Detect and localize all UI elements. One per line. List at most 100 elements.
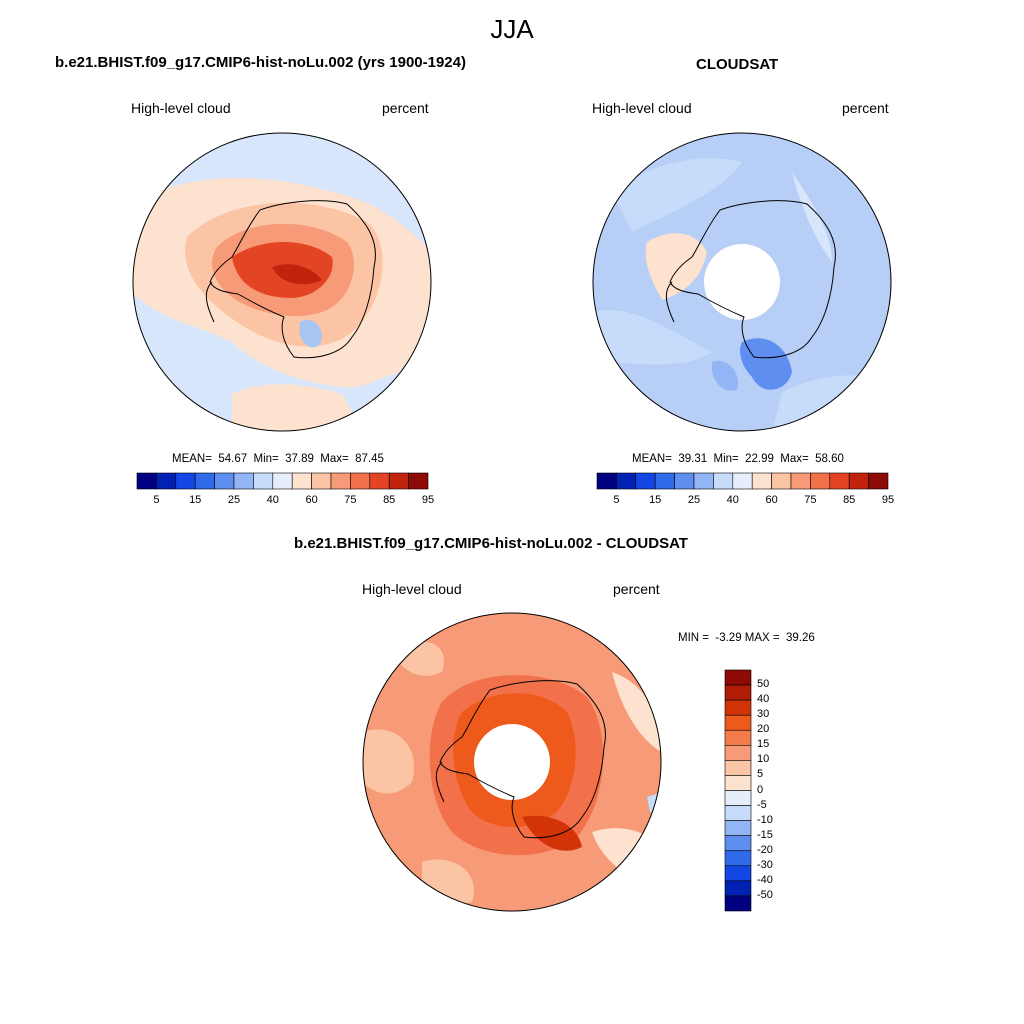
obs-colorbar-box <box>732 472 753 490</box>
obs-region-25 <box>740 338 792 390</box>
obs-region-40b <box>593 310 712 365</box>
diff-colorbar-box <box>724 669 752 686</box>
model-colorbar-tick-label: 15 <box>189 494 202 506</box>
diff-map-border <box>362 612 662 912</box>
obs-colorbar-box <box>790 472 811 490</box>
diff-region-10b <box>363 729 414 794</box>
obs-colorbar-box <box>654 472 675 490</box>
obs-colorbar-tick-label: 5 <box>613 494 620 506</box>
model-colorbar-tick-label: 75 <box>344 494 357 506</box>
obs-colorbar <box>596 472 889 490</box>
diff-colorbar-tick-label: -20 <box>757 843 773 856</box>
obs-colorbar-tick-label: 25 <box>687 494 701 506</box>
obs-colorbar-box <box>771 472 792 490</box>
obs-colorbar-tick-label: 15 <box>649 494 662 506</box>
diff-colorbar-tick-label: 40 <box>757 693 770 706</box>
obs-polar-map <box>592 132 892 432</box>
obs-colorbar-tick-label: 60 <box>765 494 778 506</box>
model-colorbar-box <box>350 472 371 490</box>
diff-units-label: percent <box>613 581 660 597</box>
diff-colorbar-box <box>724 729 752 746</box>
diff-missing-data-hole <box>474 724 550 800</box>
diff-colorbar-tick-label: -5 <box>757 798 767 811</box>
model-colorbar-box <box>233 472 254 490</box>
model-map-border <box>132 132 432 432</box>
diff-colorbar-box <box>724 820 752 836</box>
diff-colorbar-tick-label: 0 <box>757 783 764 796</box>
model-stats: MEAN= 54.67 Min= 37.89 Max= 87.45 <box>172 453 384 465</box>
model-units-label: percent <box>382 100 429 116</box>
obs-colorbar-box <box>713 472 734 490</box>
obs-missing-data-hole <box>704 244 780 320</box>
obs-peninsula-coastline <box>665 281 675 323</box>
obs-panel-title: CLOUDSAT <box>696 56 779 73</box>
diff-colorbar-box <box>724 714 752 731</box>
diff-antarctica-coastline <box>439 680 606 839</box>
diff-colorbar <box>724 669 752 912</box>
diff-colorbar-box <box>724 865 752 882</box>
diff-colorbar-tick-label: 20 <box>757 723 770 736</box>
model-variable-label: High-level cloud <box>131 100 231 116</box>
model-colorbar-box <box>194 472 215 490</box>
obs-colorbar-tick-label: 85 <box>843 494 856 506</box>
model-colorbar-box <box>408 472 429 490</box>
diff-colorbar-box <box>724 790 752 806</box>
obs-region-60 <box>645 233 707 300</box>
diff-colorbar-box <box>724 850 752 867</box>
obs-colorbar-box <box>810 472 831 490</box>
diff-colorbar-box <box>724 805 752 821</box>
diff-panel-title: b.e21.BHIST.f09_g17.CMIP6-hist-noLu.002 … <box>294 535 688 552</box>
model-colorbar-box <box>253 472 274 490</box>
obs-colorbar-box <box>829 472 850 490</box>
model-colorbar-box <box>291 472 312 490</box>
figure-title: JJA <box>490 14 534 44</box>
obs-colorbar-box <box>635 472 656 490</box>
model-peninsula-coastline <box>205 281 215 323</box>
obs-colorbar-labels: 5 15 25 40 60 75 85 95 <box>597 494 894 508</box>
model-polar-map <box>132 132 432 432</box>
diff-colorbar-tick-label: 10 <box>757 753 770 766</box>
model-region-90 <box>272 264 322 285</box>
diff-colorbar-tick-label: -50 <box>757 888 773 901</box>
model-colorbar-tick-label: 95 <box>421 494 435 506</box>
diff-colorbar-tick-label: -15 <box>757 828 773 841</box>
obs-region-40a <box>612 158 742 232</box>
diff-colorbar-box <box>724 835 752 852</box>
diff-colorbar-box <box>724 895 752 912</box>
model-colorbar-tick-label: 25 <box>227 494 241 506</box>
diff-stats: MIN = -3.29 MAX = 39.26 <box>678 632 815 644</box>
diff-colorbar-box <box>724 775 752 791</box>
model-colorbar-box <box>156 472 177 490</box>
diff-peninsula-coastline <box>435 761 445 803</box>
diff-colorbar-tick-label: 50 <box>757 678 770 691</box>
diff-colorbar-box <box>724 745 752 761</box>
model-colorbar-box <box>388 472 409 490</box>
model-colorbar-box <box>214 472 235 490</box>
model-colorbar <box>136 472 429 490</box>
model-colorbar-box <box>330 472 351 490</box>
obs-colorbar-box <box>848 472 869 490</box>
model-colorbar-box <box>136 472 157 490</box>
obs-map-border <box>592 132 892 432</box>
model-panel-title: b.e21.BHIST.f09_g17.CMIP6-hist-noLu.002 … <box>55 54 466 71</box>
diff-colorbar-tick-label: -30 <box>757 858 773 871</box>
obs-colorbar-box <box>868 472 889 490</box>
model-colorbar-tick-label: 5 <box>153 494 160 506</box>
model-region-60b <box>232 384 362 431</box>
obs-stats: MEAN= 39.31 Min= 22.99 Max= 58.60 <box>632 453 844 465</box>
model-colorbar-labels: 5 15 25 40 60 75 85 95 <box>137 494 434 508</box>
obs-colorbar-box <box>751 472 772 490</box>
obs-region-30 <box>711 361 738 391</box>
obs-colorbar-tick-label: 95 <box>881 494 895 506</box>
diff-region-5a <box>612 672 661 752</box>
model-colorbar-tick-label: 85 <box>383 494 396 506</box>
diff-colorbar-tick-label: 30 <box>757 708 770 721</box>
obs-colorbar-box <box>693 472 714 490</box>
model-colorbar-box <box>272 472 293 490</box>
diff-colorbar-tick-label: 15 <box>757 738 770 751</box>
model-antarctica-coastline <box>209 200 376 359</box>
model-colorbar-box <box>369 472 390 490</box>
model-colorbar-box <box>175 472 196 490</box>
model-colorbar-box <box>311 472 332 490</box>
obs-antarctica-coastline <box>669 200 836 359</box>
